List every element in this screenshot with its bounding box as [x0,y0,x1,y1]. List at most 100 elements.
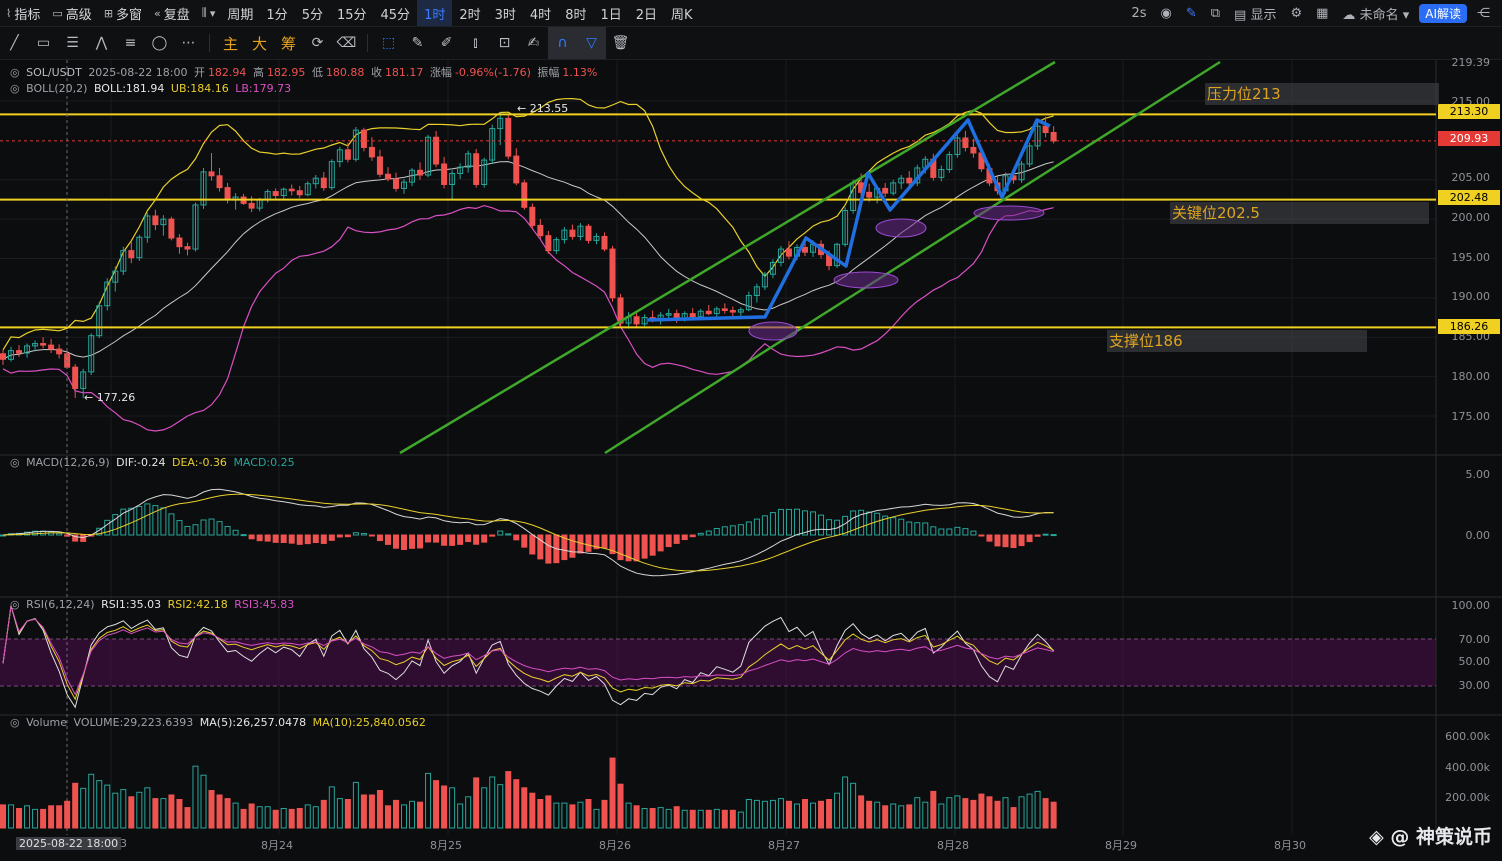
macd-histogram-bar [409,534,416,549]
layout-name-button[interactable]: ☁ 未命名 ▾ [1342,7,1410,23]
low-marker: ← 177.26 [84,391,136,404]
volume-bar [906,804,913,829]
trash-icon[interactable]: 🗑 [611,35,630,51]
sync-icon[interactable]: ⟳ [311,35,324,51]
period-0[interactable]: 1分 [266,7,288,23]
macd-histogram-bar [152,505,159,536]
macd-histogram-bar [970,530,977,536]
period-6[interactable]: 3时 [494,7,516,23]
macd-name[interactable]: MACD(12,26,9) [26,456,110,469]
candle-body [505,117,512,157]
wave-tool-icon[interactable]: ⋀ [95,35,108,51]
rectangle-tool-icon[interactable]: ▭ [36,35,51,51]
eye-icon[interactable]: ◎ [10,82,20,95]
trendline-tool-icon[interactable]: ╱ [10,35,19,51]
eraser-icon[interactable]: ⌫ [336,35,357,51]
macd-histogram-bar [417,534,424,549]
eye-icon[interactable]: ◎ [10,716,20,729]
volume-bar [697,809,704,829]
multi-window-button[interactable]: ⊞ 多窗 [98,0,148,26]
period-9[interactable]: 1日 [600,7,622,23]
candle-body [272,191,279,196]
macd-histogram-bar [473,534,480,545]
period-8[interactable]: 8时 [565,7,587,23]
edit-tool-icon[interactable]: ✍ [527,35,540,51]
display-button[interactable]: ▤ 显示 [1230,4,1280,23]
chart-type-button[interactable]: ⫼ ▾ [196,0,222,26]
ellipse-tool-icon[interactable]: ◯ [151,35,168,51]
more-tools-icon[interactable]: ⋯ [181,35,196,51]
macd-histogram-bar [657,534,664,552]
select-tool-icon[interactable]: ⬚ [381,35,396,51]
chip-button[interactable]: 筹 [280,34,296,53]
volume-bar [384,805,391,829]
period-2[interactable]: 15分 [336,7,367,23]
boll-name[interactable]: BOLL(20,2) [26,82,88,95]
main-force-button[interactable]: 主 [222,34,238,53]
eye-icon[interactable]: ◎ [10,66,20,79]
candle-body [384,173,391,180]
volume-bar [272,809,279,829]
candle-body [1026,145,1033,165]
eye-icon[interactable]: ◎ [10,598,20,611]
period-4[interactable]: 1时 [417,0,453,26]
volume-bar [777,798,784,829]
fibonacci-tool-icon[interactable]: ≡ [124,35,137,51]
open-value: 182.94 [207,66,247,79]
camera-icon[interactable]: ◉ [1160,5,1172,21]
layout-icon[interactable]: ▦ [1316,5,1329,21]
candle-body [569,229,576,237]
eye-icon[interactable]: ◎ [10,456,20,469]
volume-bar [481,787,488,829]
share-icon[interactable]: ⋲ [1477,5,1490,21]
period-5[interactable]: 2时 [459,7,481,23]
volume-bar [240,808,247,829]
rsi2-line [2,605,1054,701]
macd-histogram-bar [224,525,231,536]
filter-tool-icon[interactable]: ▽ [577,27,606,59]
volume-bar [609,757,616,829]
period-1[interactable]: 5分 [301,7,323,23]
volume-bar [970,799,977,829]
macd-histogram-bar [200,519,207,536]
period-10[interactable]: 2日 [635,7,658,23]
refresh-interval[interactable]: 2s [1131,5,1147,21]
key-level-annotation[interactable]: 关键位202.5 [1170,202,1429,224]
period-3[interactable]: 45分 [380,7,411,23]
ai-button[interactable]: AI解读 [1419,3,1467,23]
volume-bar [737,811,744,829]
rsi-name[interactable]: RSI(6,12,24) [26,598,95,611]
magnet-tool-icon[interactable]: ∩ [548,27,577,59]
period-button[interactable]: 周期 [221,0,259,26]
display-label: 显示 [1250,7,1277,23]
volume-bar [401,804,407,829]
candle-body [497,117,504,130]
macd-histogram-bar [906,521,913,536]
candle-body [513,155,520,184]
support-annotation[interactable]: 支撑位186 [1107,330,1367,352]
period-11[interactable]: 周K [671,7,693,23]
pencil-tool-icon[interactable]: ✎ [411,35,424,51]
lock-tool-icon[interactable]: ⊡ [498,35,511,51]
advanced-button[interactable]: ▭ 高级 [46,0,97,26]
period-7[interactable]: 4时 [529,7,552,23]
pen-icon[interactable]: ✎ [1185,5,1197,21]
current-price-tag: 209.93 [1438,131,1500,146]
resistance-annotation[interactable]: 压力位213 [1205,83,1439,105]
candle-tool-icon[interactable]: ⫾ [473,35,478,51]
popout-icon[interactable]: ⧉ [1210,5,1221,21]
macd-histogram-bar [208,518,215,536]
volume-bar [545,795,552,829]
parallel-lines-tool-icon[interactable]: ☰ [66,35,79,51]
brush-tool-icon[interactable]: ✐ [440,35,453,51]
volume-bar [352,781,359,829]
indicators-button[interactable]: ⌇ 指标 [0,0,46,26]
volume-name[interactable]: Volume [26,716,68,729]
chart-canvas[interactable] [0,60,1502,861]
settings-icon[interactable]: ⚙ [1290,5,1303,21]
replay-button[interactable]: «复盘 [148,0,196,26]
volume-bar [288,808,295,829]
large-order-button[interactable]: 大 [251,34,267,53]
candle-body [713,308,720,315]
rsi-axis-label: 30.00 [1458,679,1491,692]
